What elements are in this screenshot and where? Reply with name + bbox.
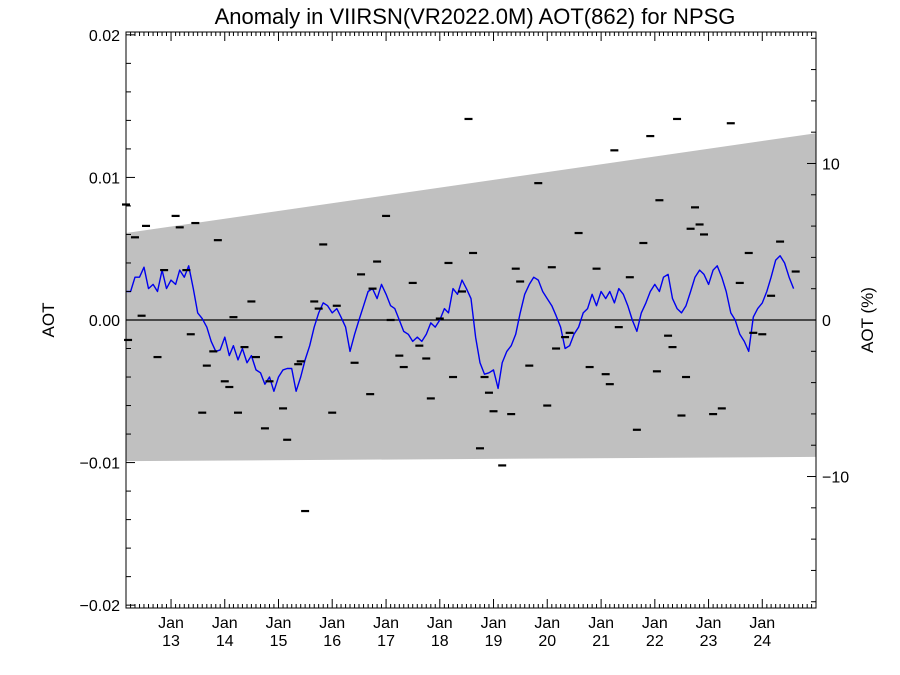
plot-area: [122, 117, 816, 513]
x-tick-year-label: 15: [270, 633, 288, 650]
x-tick-month-label: Jan: [212, 615, 238, 632]
x-tick-month-label: Jan: [373, 615, 399, 632]
y-tick-label: −0.02: [80, 598, 121, 615]
x-tick-year-label: 17: [377, 633, 395, 650]
x-tick-month-label: Jan: [696, 615, 722, 632]
y2-tick-label: 0: [822, 313, 831, 330]
x-tick-month-label: Jan: [481, 615, 507, 632]
chart-title: Anomaly in VIIRSN(VR2022.0M) AOT(862) fo…: [215, 4, 736, 29]
x-tick-month-label: Jan: [642, 615, 668, 632]
anomaly-line: [126, 255, 795, 392]
x-tick-year-label: 20: [538, 633, 556, 650]
x-tick-year-label: 19: [485, 633, 503, 650]
x-tick-month-label: Jan: [534, 615, 560, 632]
x-tick-year-label: 24: [753, 633, 771, 650]
y-axis-label: AOT: [39, 303, 58, 338]
x-tick-month-label: Jan: [319, 615, 345, 632]
x-tick-month-label: Jan: [588, 615, 614, 632]
y-tick-label: 0.02: [89, 28, 120, 45]
x-tick-year-label: 16: [323, 633, 341, 650]
y-tick-label: 0.00: [89, 313, 120, 330]
x-tick-month-label: Jan: [427, 615, 453, 632]
y-tick-label: −0.01: [80, 456, 121, 473]
x-tick-year-label: 18: [431, 633, 449, 650]
x-tick-month-label: Jan: [158, 615, 184, 632]
y2-tick-label: 10: [822, 156, 840, 173]
y-tick-label: 0.01: [89, 170, 120, 187]
x-tick-month-label: Jan: [749, 615, 775, 632]
y2-axis-label: AOT (%): [858, 287, 877, 353]
x-tick-month-label: Jan: [266, 615, 292, 632]
axes: −0.02−0.010.000.010.02−10010Jan13Jan14Ja…: [80, 28, 850, 650]
x-tick-year-label: 22: [646, 633, 664, 650]
y2-tick-label: −10: [822, 470, 849, 487]
x-tick-year-label: 14: [216, 633, 234, 650]
x-tick-year-label: 23: [700, 633, 718, 650]
x-tick-year-label: 13: [162, 633, 180, 650]
x-tick-year-label: 21: [592, 633, 610, 650]
